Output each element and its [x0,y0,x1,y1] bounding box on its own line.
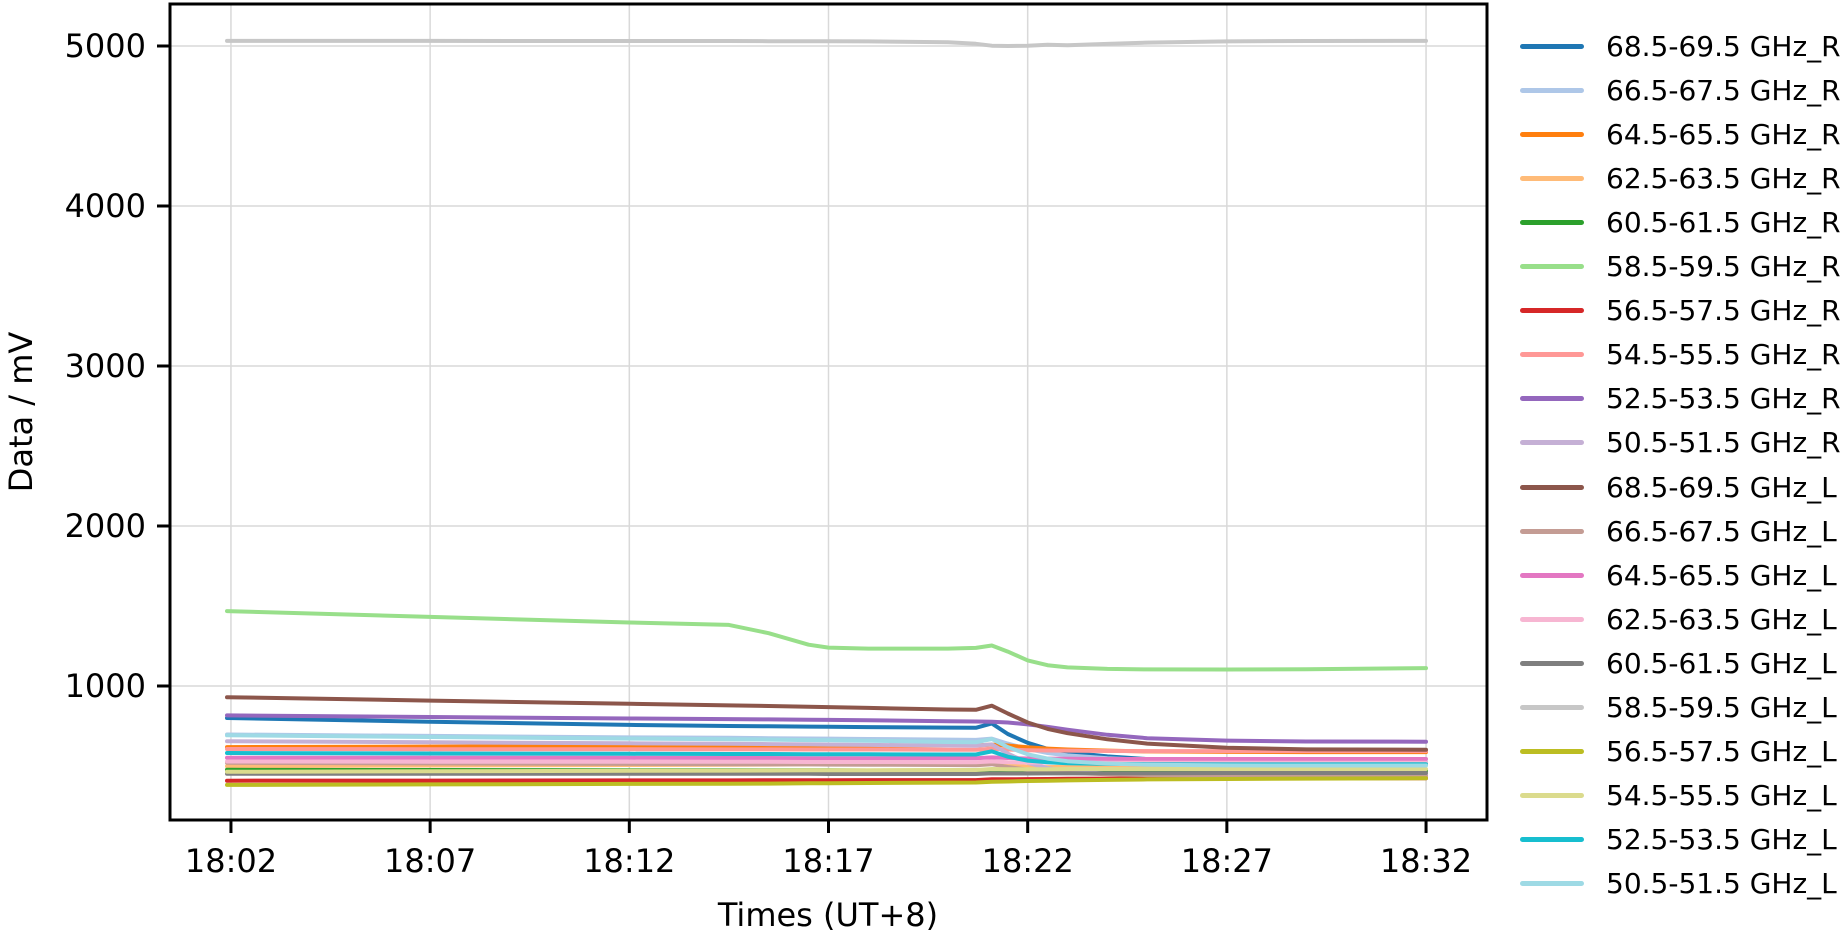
legend-item-62-5-63-5-ghz-r: 62.5-63.5 GHz_R [1520,156,1841,200]
legend-line-swatch [1520,572,1584,578]
legend-item-60-5-61-5-ghz-l: 60.5-61.5 GHz_L [1520,641,1837,685]
legend-line-swatch [1520,352,1584,358]
legend-item-62-5-63-5-ghz-l: 62.5-63.5 GHz_L [1520,597,1837,641]
legend-item-66-5-67-5-ghz-l: 66.5-67.5 GHz_L [1520,509,1837,553]
tick-labels: 18:02 18:07 18:12 18:17 18:22 18:27 18:32 1000 2… [65,27,1473,880]
legend-item-52-5-53-5-ghz-l: 52.5-53.5 GHz_L [1520,818,1837,862]
legend-label: 52.5-53.5 GHz_L [1606,823,1837,857]
y-tick-label: 4000 [65,187,146,225]
x-tick-label: 18:32 [1380,842,1472,880]
gridlines [170,4,1487,820]
legend-item-50-5-51-5-ghz-l: 50.5-51.5 GHz_L [1520,862,1837,906]
legend-label: 60.5-61.5 GHz_R [1606,205,1841,239]
legend-line-swatch [1520,396,1584,402]
legend-item-58-5-59-5-ghz-r: 58.5-59.5 GHz_R [1520,245,1841,289]
legend-label: 56.5-57.5 GHz_R [1606,294,1841,328]
legend-label: 62.5-63.5 GHz_R [1606,161,1841,195]
legend-line-swatch [1520,793,1584,799]
series-line-58-5-59-5-ghz-l [225,38,1428,48]
legend-line-swatch [1520,440,1584,446]
legend-item-66-5-67-5-ghz-r: 66.5-67.5 GHz_R [1520,68,1841,112]
series-line-54-5-55-5-ghz-r [225,746,1428,754]
legend-line-swatch [1520,175,1584,181]
legend-label: 64.5-65.5 GHz_R [1606,117,1841,151]
legend-label: 60.5-61.5 GHz_L [1606,646,1837,680]
y-tick-label: 5000 [65,27,146,65]
legend-line-swatch [1520,660,1584,666]
legend-item-52-5-53-5-ghz-r: 52.5-53.5 GHz_R [1520,377,1841,421]
legend-item-64-5-65-5-ghz-l: 64.5-65.5 GHz_L [1520,553,1837,597]
legend-label: 66.5-67.5 GHz_L [1606,514,1837,548]
series-line-50-5-51-5-ghz-l [225,733,1428,768]
legend-label: 66.5-67.5 GHz_R [1606,73,1841,107]
legend-line-swatch [1520,484,1584,490]
legend-line-swatch [1520,264,1584,269]
series-line-58-5-59-5-ghz-r [225,609,1428,672]
y-tick-label: 2000 [65,507,146,545]
legend-line-swatch [1520,43,1584,49]
series-line-52-5-53-5-ghz-r [225,713,1428,744]
legend-line-swatch [1520,837,1584,843]
series-line-54-5-55-5-ghz-l [225,767,1428,774]
x-axis-label: Times (UT+8) [717,896,939,934]
y-tick-label: 1000 [65,667,146,705]
legend-label: 54.5-55.5 GHz_L [1606,779,1837,813]
legend-label: 56.5-57.5 GHz_L [1606,735,1837,769]
legend-label: 54.5-55.5 GHz_R [1606,338,1841,372]
legend-label: 58.5-59.5 GHz_R [1606,250,1841,283]
x-tick-label: 18:22 [982,842,1074,880]
legend-item-58-5-59-5-ghz-l: 58.5-59.5 GHz_L [1520,686,1837,730]
series-line-56-5-57-5-ghz-l [225,776,1428,787]
x-tick-label: 18:07 [384,842,476,880]
legend-line-swatch [1520,705,1584,710]
x-tick-label: 18:17 [782,842,874,880]
y-tick-label: 3000 [65,347,146,385]
x-tick-label: 18:02 [185,842,277,880]
legend-item-68-5-69-5-ghz-l: 68.5-69.5 GHz_L [1520,465,1837,509]
legend-line-swatch [1520,528,1584,534]
legend-label: 68.5-69.5 GHz_L [1606,470,1837,504]
series-line-68-5-69-5-ghz-l [225,695,1428,752]
legend-item-54-5-55-5-ghz-l: 54.5-55.5 GHz_L [1520,774,1837,818]
legend-label: 50.5-51.5 GHz_R [1606,426,1841,460]
y-axis-label: Data / mV [2,331,40,493]
legend-label: 50.5-51.5 GHz_L [1606,867,1837,901]
legend-item-50-5-51-5-ghz-r: 50.5-51.5 GHz_R [1520,421,1841,465]
legend-label: 58.5-59.5 GHz_L [1606,691,1837,724]
series-line-64-5-65-5-ghz-l [225,755,1428,761]
legend-line-swatch [1520,616,1584,622]
legend-line-swatch [1520,219,1584,225]
axes-frame [157,2,1489,833]
legend-line-swatch [1520,881,1584,887]
legend-label: 64.5-65.5 GHz_L [1606,558,1837,592]
series-lines [225,38,1428,787]
x-tick-label: 18:27 [1181,842,1273,880]
series-line-60-5-61-5-ghz-l [225,771,1428,776]
legend-line-swatch [1520,749,1584,755]
legend-label: 62.5-63.5 GHz_L [1606,602,1837,636]
legend-label: 68.5-69.5 GHz_R [1606,29,1841,63]
legend-line-swatch [1520,87,1584,93]
legend-item-54-5-55-5-ghz-r: 54.5-55.5 GHz_R [1520,333,1841,377]
x-tick-label: 18:12 [583,842,675,880]
legend-item-56-5-57-5-ghz-l: 56.5-57.5 GHz_L [1520,730,1837,774]
legend-line-swatch [1520,308,1584,314]
legend-item-60-5-61-5-ghz-r: 60.5-61.5 GHz_R [1520,200,1841,244]
legend-item-56-5-57-5-ghz-r: 56.5-57.5 GHz_R [1520,289,1841,333]
legend-line-swatch [1520,131,1584,137]
legend-item-68-5-69-5-ghz-r: 68.5-69.5 GHz_R [1520,24,1841,68]
legend-label: 52.5-53.5 GHz_R [1606,382,1841,416]
legend-item-64-5-65-5-ghz-r: 64.5-65.5 GHz_R [1520,112,1841,156]
